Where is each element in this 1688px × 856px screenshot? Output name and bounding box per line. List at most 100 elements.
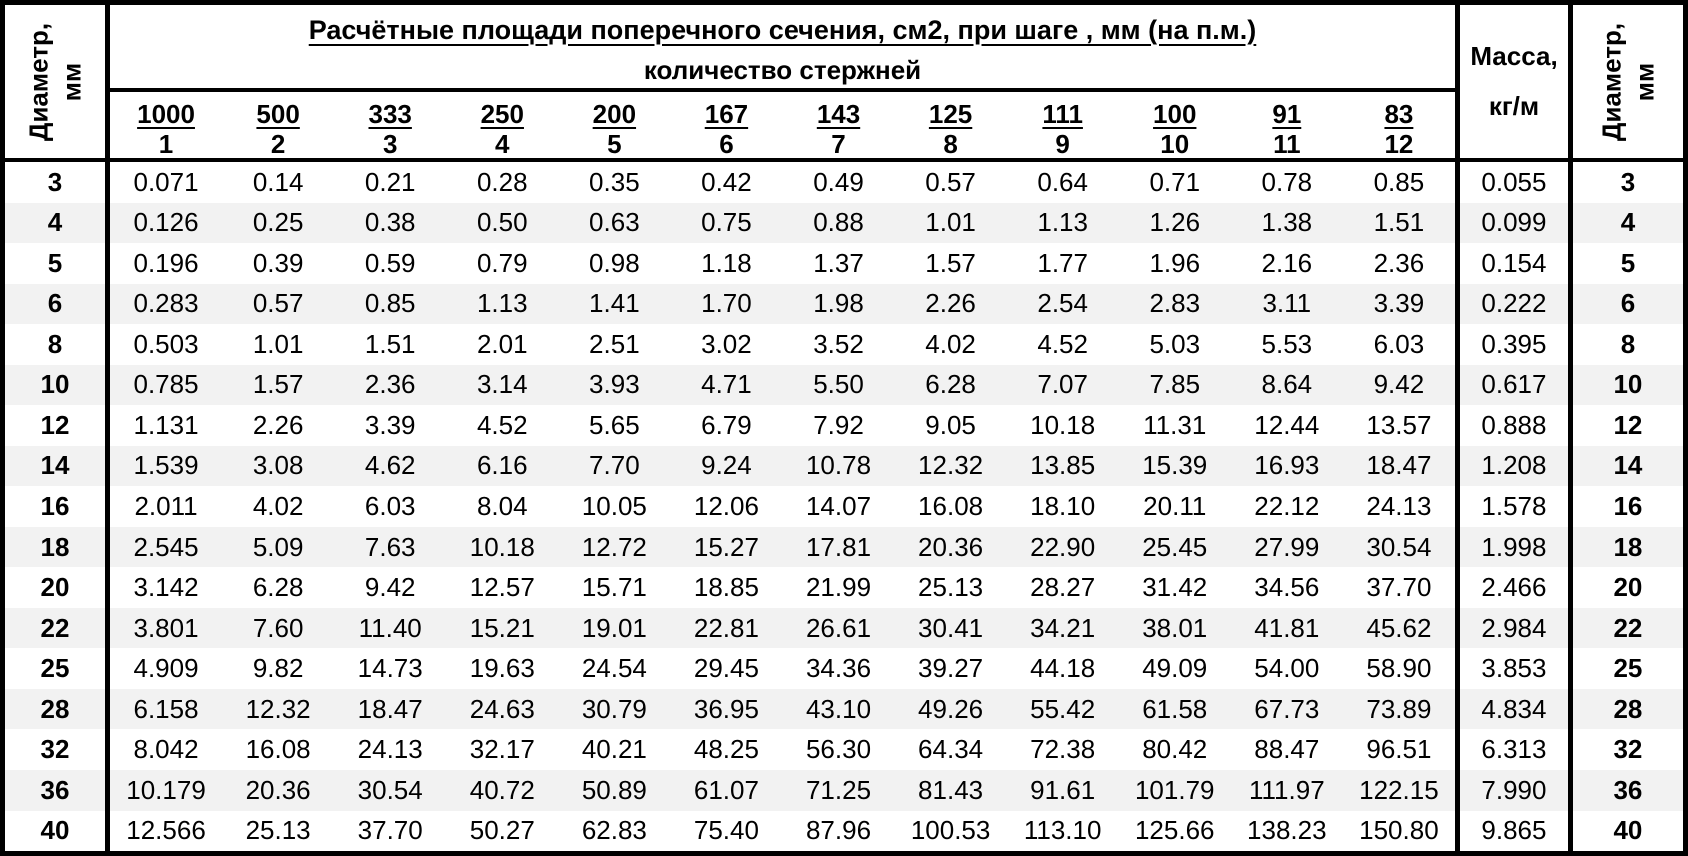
area-value-cell: 14.73 (357, 653, 423, 684)
area-value-cell: 0.283 (133, 288, 199, 319)
area-value-cell: 1.57 (925, 247, 976, 278)
area-value-cell: 8.64 (1261, 369, 1313, 400)
diameter-cell: 28 (5, 688, 110, 730)
diameter-cell: 6 (5, 283, 110, 325)
area-value-cell: 26.61 (805, 612, 872, 643)
mass-value-cell: 2.984 (1454, 607, 1573, 649)
diameter-cell: 5 (5, 243, 110, 284)
table-row: 3 0.071 0.14 0.21 0.28 0.35 0.42 0.49 0.57 0.64 0.… (5, 162, 1683, 203)
area-value-cell: 0.75 (701, 207, 752, 238)
diameter-cell-right: 22 (1613, 612, 1643, 643)
area-value-cell: 6.28 (252, 572, 304, 603)
area-value-cell: 50.27 (469, 815, 535, 846)
diameter-cell-right: 32 (1613, 734, 1643, 765)
area-value-cell: 16.08 (918, 491, 984, 522)
area-value-cell: 7.85 (1149, 369, 1201, 400)
mass-value-cell: 7.990 (1454, 769, 1573, 811)
area-value-cell: 49.09 (1142, 653, 1208, 684)
area-value-cell: 0.57 (925, 166, 976, 197)
area-value-cell: 48.25 (693, 734, 759, 765)
area-value-cell: 37.70 (357, 815, 423, 846)
area-value-cell: 111.97 (1248, 774, 1325, 805)
diameter-cell: 10 (5, 364, 110, 406)
area-value-cell: 24.54 (581, 653, 647, 684)
area-value-cell: 2.36 (364, 369, 416, 400)
area-value-cell: 55.42 (1030, 693, 1096, 724)
area-value-cell: 19.01 (581, 612, 647, 643)
area-value-cell: 10.05 (581, 491, 647, 522)
area-value-cell: 18.47 (1366, 450, 1432, 481)
spacing-header-cell: 111 (1042, 99, 1083, 129)
area-value-cell: 0.35 (589, 166, 640, 197)
table-row: 18 2.545 5.09 7.63 10.18 12.72 15.27 17.81 20.36… (5, 526, 1683, 568)
area-value-cell: 29.45 (693, 653, 759, 684)
area-value-cell: 1.77 (1037, 247, 1088, 278)
count-header-cell: 4 (495, 129, 510, 159)
area-value-cell: 91.61 (1030, 774, 1096, 805)
area-value-cell: 2.54 (1037, 288, 1088, 319)
count-header-cell: 8 (943, 129, 958, 159)
diameter-cell-right: 16 (1613, 491, 1643, 522)
diameter-cell: 40 (5, 810, 110, 852)
mass-value-cell: 0.099 (1454, 202, 1573, 244)
spacing-header-cell: 333 (368, 99, 412, 129)
area-value-cell: 3.39 (1373, 288, 1425, 319)
area-value-cell: 0.85 (364, 288, 416, 319)
table-row: 10 0.785 1.57 2.36 3.14 3.93 4.71 5.50 6.28 7.07 7… (5, 364, 1683, 406)
area-value-cell: 6.03 (1373, 328, 1425, 359)
area-value-cell: 0.38 (364, 207, 416, 238)
count-header-cell: 3 (382, 129, 398, 159)
area-value-cell: 34.56 (1254, 572, 1320, 603)
left-diameter-header-line1: Диаметр, (23, 22, 54, 141)
area-value-cell: 0.64 (1037, 166, 1088, 197)
area-value-cell: 14.07 (805, 491, 872, 522)
area-value-cell: 21.99 (805, 572, 872, 603)
mass-value-cell: 0.395 (1454, 324, 1573, 365)
area-value-cell: 1.98 (813, 288, 864, 319)
area-value-cell: 4.52 (1037, 328, 1088, 359)
area-value-cell: 75.40 (693, 815, 759, 846)
area-value-cell: 15.21 (469, 612, 535, 643)
right-diameter-header-cell: Диаметр, мм (1573, 5, 1683, 158)
area-value-cell: 7.60 (252, 612, 304, 643)
diameter-cell: 22 (5, 607, 110, 649)
area-value-cell: 20.11 (1143, 491, 1207, 522)
area-value-cell: 41.81 (1254, 612, 1320, 643)
area-value-cell: 6.16 (476, 450, 528, 481)
table-row: 28 6.158 12.32 18.47 24.63 30.79 36.95 43.10 49.… (5, 688, 1683, 730)
diameter-cell-right: 18 (1613, 531, 1643, 562)
right-diameter-header-line1: Диаметр, (1596, 22, 1627, 141)
area-value-cell: 18.85 (693, 572, 759, 603)
area-value-cell: 16.08 (245, 734, 311, 765)
area-value-cell: 30.54 (357, 774, 423, 805)
mass-value-cell: 1.998 (1454, 526, 1573, 568)
area-value-cell: 36.95 (693, 693, 759, 724)
area-value-cell: 40.72 (469, 774, 535, 805)
area-value-cell: 24.63 (469, 693, 535, 724)
area-value-cell: 5.65 (589, 409, 640, 440)
area-value-cell: 37.70 (1366, 572, 1432, 603)
area-value-cell: 1.51 (364, 328, 416, 359)
area-value-cell: 125.66 (1134, 815, 1215, 846)
diameter-cell-right: 4 (1620, 207, 1636, 238)
area-value-cell: 7.63 (364, 531, 416, 562)
area-value-cell: 87.96 (805, 815, 872, 846)
area-value-cell: 9.42 (1373, 369, 1425, 400)
area-value-cell: 2.011 (134, 491, 198, 522)
area-value-cell: 81.43 (918, 774, 984, 805)
area-value-cell: 4.909 (133, 653, 199, 684)
mass-value-cell: 9.865 (1454, 810, 1573, 852)
area-value-cell: 1.18 (701, 247, 752, 278)
area-value-cell: 4.02 (252, 491, 304, 522)
area-value-cell: 1.70 (701, 288, 752, 319)
area-value-cell: 12.44 (1254, 409, 1320, 440)
area-value-cell: 96.51 (1366, 734, 1432, 765)
mass-value-cell: 0.055 (1454, 162, 1573, 203)
mass-header-cell: Масса, кг/м (1455, 5, 1573, 158)
table-row: 22 3.801 7.60 11.40 15.21 19.01 22.81 26.61 30.4… (5, 607, 1683, 649)
area-value-cell: 122.15 (1359, 774, 1439, 805)
area-value-cell: 0.25 (252, 207, 304, 238)
area-value-cell: 6.79 (701, 409, 752, 440)
area-value-cell: 22.12 (1254, 491, 1320, 522)
area-value-cell: 43.10 (805, 693, 872, 724)
